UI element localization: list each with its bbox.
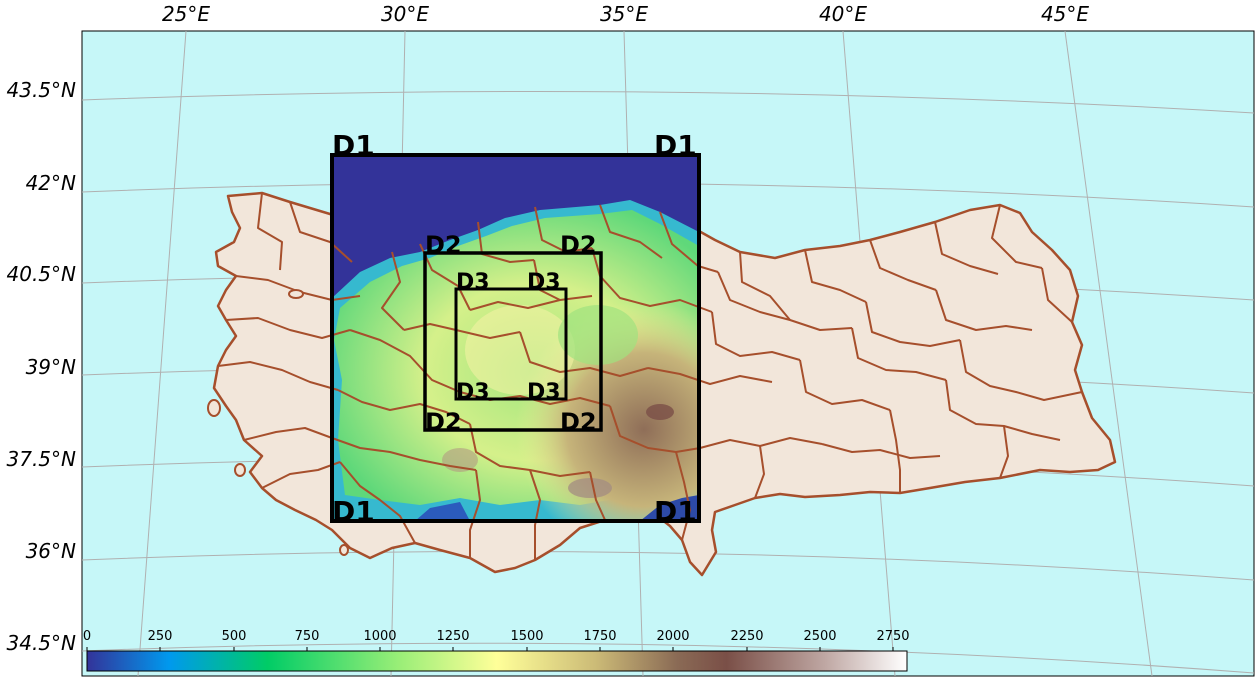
province-borders [217, 192, 1083, 560]
colorbar-tick-label: 750 [294, 629, 320, 644]
d1-label-top-left: D1 [332, 129, 375, 162]
colorbar-tick-label: 2500 [803, 629, 837, 644]
d2-label-top-left: D2 [425, 231, 462, 259]
d1-label-bottom-left: D1 [332, 495, 375, 528]
domain-d3-box [454, 287, 568, 401]
d2-label-top-right: D2 [560, 231, 597, 259]
colorbar-ticks [86, 647, 894, 651]
lat-label-40-5n: 40.5°N [6, 262, 77, 286]
colorbar-tick-label: 2250 [730, 629, 764, 644]
lat-label-42n: 42°N [25, 171, 76, 195]
colorbar-tick-label: 500 [221, 629, 247, 644]
lon-label-30e: 30°E [380, 2, 430, 26]
colorbar [86, 650, 908, 672]
lat-label-37-5n: 37.5°N [6, 447, 77, 471]
lon-label-45e: 45°E [1040, 2, 1090, 26]
lon-label-40e: 40°E [818, 2, 868, 26]
colorbar-tick-label: 2750 [876, 629, 910, 644]
lat-label-34-5n: 34.5°N [6, 631, 77, 655]
colorbar-tick-label: 1500 [510, 629, 544, 644]
colorbar-tick-label: 1250 [436, 629, 470, 644]
lat-label-36n: 36°N [25, 539, 76, 563]
domain-d1-box [330, 153, 701, 523]
d3-label-bottom-right: D3 [527, 380, 561, 405]
colorbar-tick-label: 0 [82, 629, 92, 644]
colorbar-tick-label: 2000 [656, 629, 690, 644]
colorbar-tick-label: 250 [147, 629, 173, 644]
colorbar-tick-label: 1750 [583, 629, 617, 644]
d1-label-bottom-right: D1 [654, 495, 697, 528]
d1-label-top-right: D1 [654, 129, 697, 162]
lon-label-25e: 25°E [161, 2, 211, 26]
colorbar-tick-label: 1000 [363, 629, 397, 644]
elevation-field [332, 155, 699, 521]
lat-label-43-5n: 43.5°N [6, 78, 77, 102]
d2-label-bottom-right: D2 [560, 408, 597, 436]
d3-label-bottom-left: D3 [456, 380, 490, 405]
d3-label-top-left: D3 [456, 270, 490, 295]
domain-d2-box [423, 251, 603, 432]
lat-label-39n: 39°N [25, 355, 76, 379]
lon-label-35e: 35°E [599, 2, 649, 26]
d2-label-bottom-left: D2 [425, 408, 462, 436]
coastal-islands [207, 289, 349, 556]
d3-label-top-right: D3 [527, 270, 561, 295]
